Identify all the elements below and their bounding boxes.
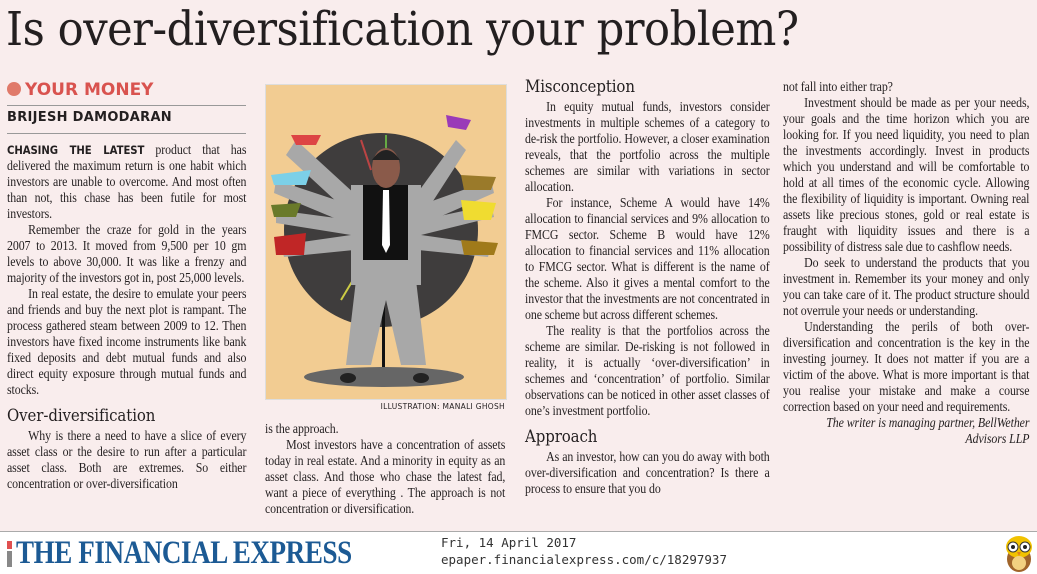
subheading: Misconception xyxy=(525,77,635,97)
paragraph: CHASING THE LATEST product that has deli… xyxy=(7,142,246,222)
paragraph: Why is there a need to have a slice of e… xyxy=(7,428,247,491)
paragraph: In equity mutual funds, investors consid… xyxy=(525,99,770,194)
paragraph-text: product that has delivered the maximum r… xyxy=(7,142,247,221)
paragraph: Do seek to understand the products that … xyxy=(783,255,1030,318)
bullet-dot-icon xyxy=(7,82,21,96)
logo-mark-icon xyxy=(7,541,12,567)
lead-in: CHASING THE LATEST xyxy=(7,143,145,157)
paragraph: In real estate, the desire to emulate yo… xyxy=(7,286,247,397)
section-label: YOUR MONEY xyxy=(7,80,246,106)
paragraph: not fall into either trap? xyxy=(783,79,893,94)
section-label-text: YOUR MONEY xyxy=(25,80,154,100)
footer: THE FINANCIAL EXPRESS Fri, 14 April 2017… xyxy=(0,531,1037,574)
article-column-2: is the approach. Most investors have a c… xyxy=(265,421,505,517)
article-column-4: not fall into either trap? Investment sh… xyxy=(783,77,1029,447)
paragraph: is the approach. xyxy=(265,421,339,436)
epaper-url[interactable]: epaper.financialexpress.com/c/18297937 xyxy=(441,552,727,567)
author-byline: BRIJESH DAMODARAN xyxy=(7,110,246,134)
paragraph: Understanding the perils of both over-di… xyxy=(783,319,1030,414)
illustration xyxy=(265,84,507,400)
publication-logo[interactable]: THE FINANCIAL EXPRESS xyxy=(16,535,352,571)
owl-mascot-icon xyxy=(1006,536,1032,572)
author-signoff: The writer is managing partner, BellWeth… xyxy=(826,415,1030,446)
article-column-3: Misconception In equity mutual funds, in… xyxy=(525,77,770,497)
paragraph: Investment should be made as per your ne… xyxy=(783,95,1030,254)
illustration-credit: ILLUSTRATION: MANALI GHOSH xyxy=(380,402,505,411)
paragraph: Most investors have a concentration of a… xyxy=(265,437,506,516)
paragraph: As an investor, how can you do away with… xyxy=(525,449,770,496)
multi-armed-investor-illustration xyxy=(271,115,498,387)
paragraph: For instance, Scheme A would have 14% al… xyxy=(525,195,770,322)
subheading: Approach xyxy=(525,427,598,447)
article-column-1: CHASING THE LATEST product that has deli… xyxy=(7,142,246,492)
publication-date: Fri, 14 April 2017 xyxy=(441,535,577,550)
paragraph: Remember the craze for gold in the years… xyxy=(7,222,247,285)
paragraph: The reality is that the portfolios acros… xyxy=(525,323,770,418)
subheading: Over-diversification xyxy=(7,406,156,426)
headline: Is over-diversification your problem? xyxy=(6,2,799,57)
